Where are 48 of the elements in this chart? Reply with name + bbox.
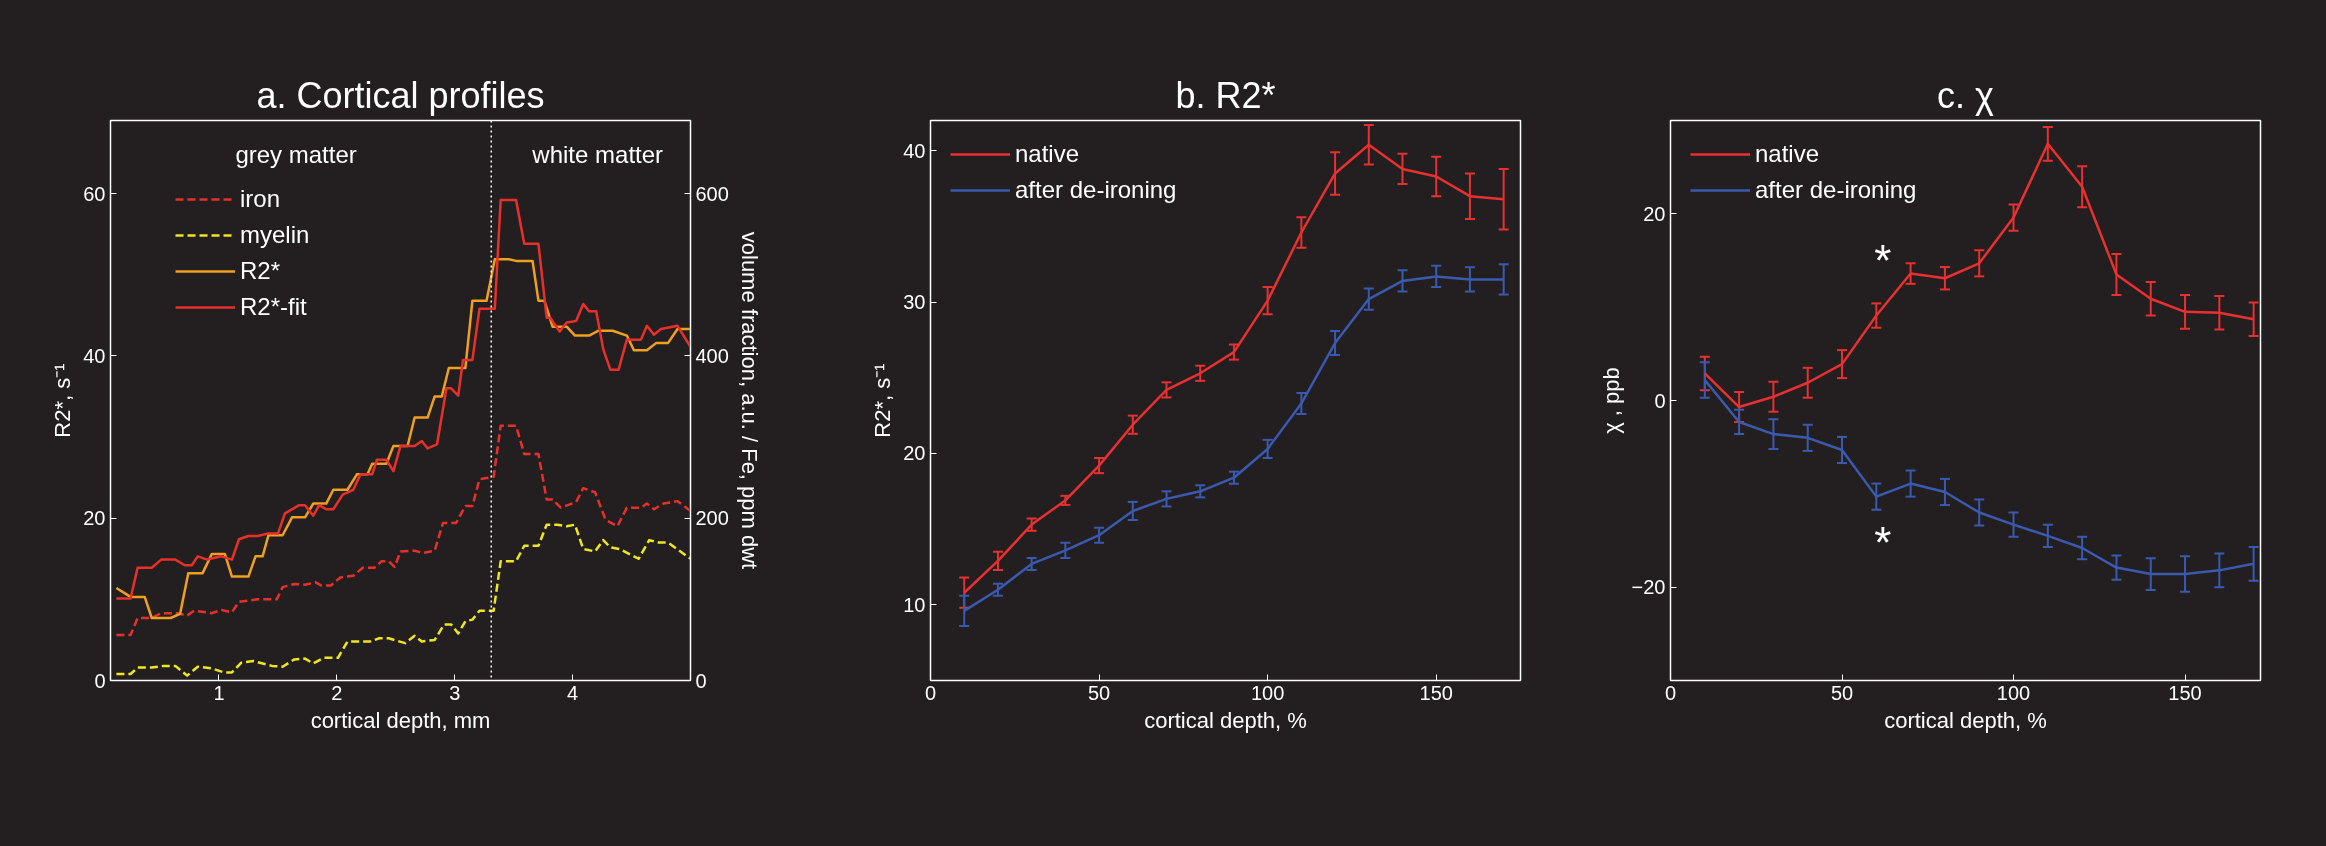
y-tick-label: 20 — [903, 442, 926, 465]
annotation: * — [1874, 236, 1892, 285]
x-tick-label: 3 — [449, 681, 461, 704]
y-tick-label: 60 — [83, 182, 106, 205]
y-tick-label: −20 — [1631, 576, 1666, 599]
y-axis-title: R2*, s⁻¹ — [50, 363, 76, 438]
y-axis-title: R2*, s⁻¹ — [870, 363, 896, 438]
legend-label: after de-ironing — [1015, 176, 1177, 204]
y-tick-label: 40 — [903, 139, 926, 162]
y2-axis-title: volume fraction, a.u. / Fe, ppm dwt — [736, 231, 762, 570]
legend-label: native — [1755, 140, 1820, 168]
x-tick-label: 100 — [1250, 681, 1285, 704]
x-tick-label: 150 — [2168, 681, 2202, 704]
y-axis-title: χ , ppb — [1598, 367, 1624, 434]
y2-tick-label: 600 — [695, 182, 729, 205]
x-tick-label: 2 — [331, 681, 343, 704]
legend-label: iron — [240, 185, 281, 213]
x-axis-title: cortical depth, % — [1884, 707, 2047, 733]
chart-title: b. R2* — [1175, 74, 1276, 116]
annotation: white matter — [531, 140, 664, 168]
y-tick-label: 30 — [903, 291, 926, 314]
annotation: * — [1874, 517, 1892, 567]
chart-title: c. χ — [1937, 74, 1995, 116]
x-tick-label: 150 — [1419, 681, 1453, 704]
line-series — [115, 258, 691, 620]
y2-tick-label: 400 — [695, 344, 729, 367]
x-tick-label: 1 — [213, 681, 225, 704]
x-axis-title: cortical depth, % — [1144, 707, 1307, 733]
legend-label: R2*-fit — [240, 293, 307, 321]
legend-label: after de-ironing — [1755, 176, 1917, 204]
chart-title: a. Cortical profiles — [256, 74, 545, 116]
y-tick-label: 10 — [903, 593, 926, 616]
x-tick-label: 4 — [567, 681, 579, 704]
legend-label: R2* — [240, 257, 281, 285]
annotation: grey matter — [235, 140, 357, 168]
x-tick-label: 50 — [1087, 681, 1111, 704]
line-series — [115, 523, 691, 677]
y-tick-label: 0 — [1654, 389, 1666, 412]
line-series — [115, 424, 691, 637]
x-tick-label: 100 — [1996, 681, 2031, 704]
y-tick-label: 20 — [1643, 202, 1666, 225]
legend-label: native — [1015, 140, 1080, 168]
legend-label: myelin — [240, 221, 310, 249]
y-tick-label: 40 — [83, 344, 106, 367]
x-tick-label: 50 — [1830, 681, 1854, 704]
y-tick-label: 20 — [83, 507, 106, 530]
x-axis-title: cortical depth, mm — [310, 707, 491, 733]
y2-tick-label: 200 — [695, 507, 729, 530]
